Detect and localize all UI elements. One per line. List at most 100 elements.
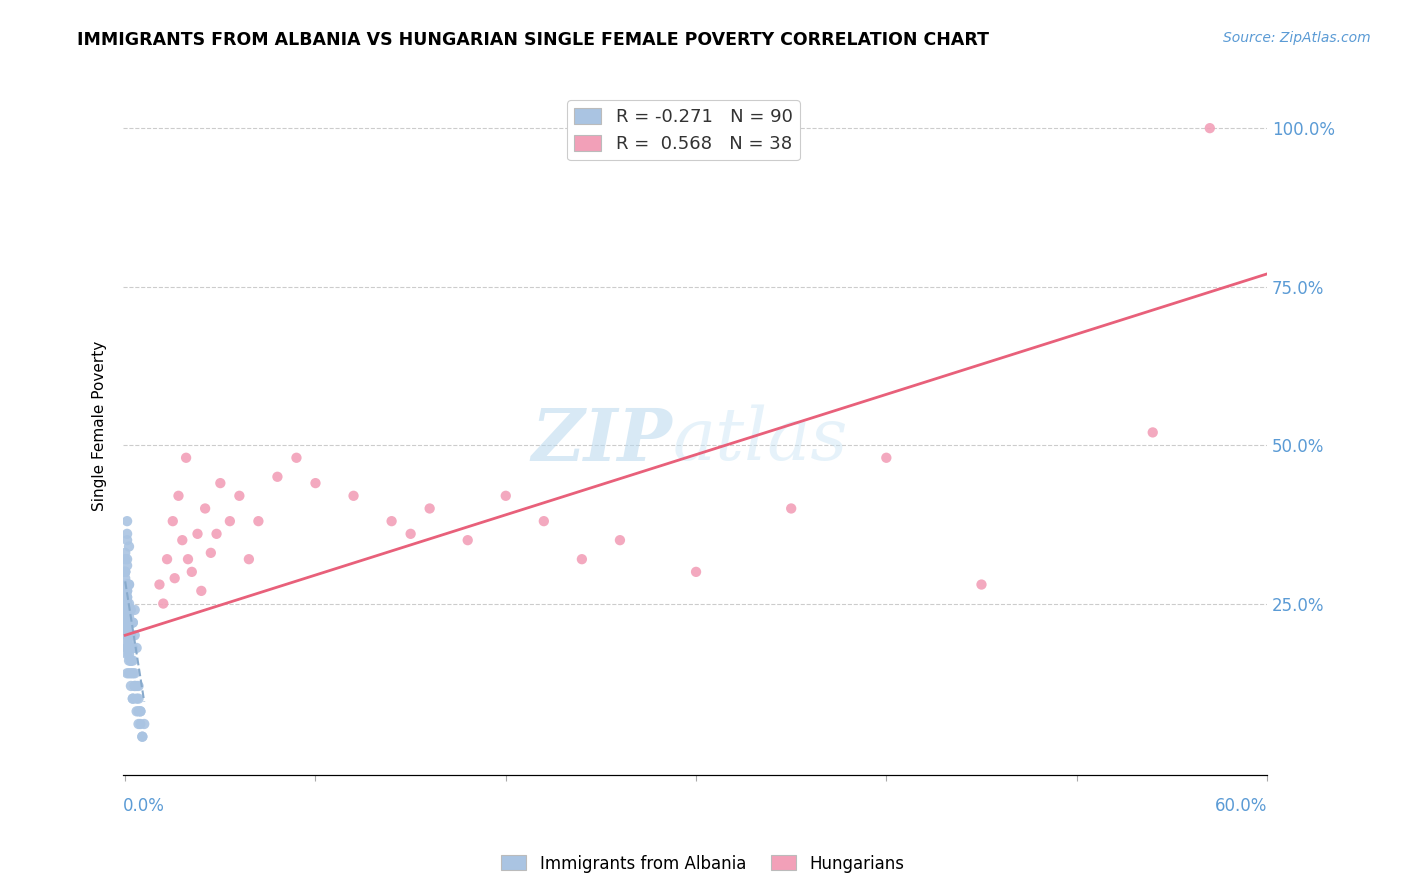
- Point: [124, 603, 146, 617]
- Point: [125, 679, 148, 693]
- Point: [125, 640, 148, 655]
- Legend: R = -0.271   N = 90, R =  0.568   N = 38: R = -0.271 N = 90, R = 0.568 N = 38: [567, 101, 800, 161]
- Point: [342, 489, 364, 503]
- Point: [152, 597, 174, 611]
- Point: [121, 691, 143, 706]
- Point: [121, 615, 143, 630]
- Point: [129, 704, 152, 718]
- Point: [115, 591, 138, 605]
- Point: [115, 533, 138, 548]
- Point: [121, 666, 143, 681]
- Point: [115, 577, 138, 591]
- Point: [114, 571, 136, 585]
- Point: [194, 501, 217, 516]
- Point: [970, 577, 993, 591]
- Point: [304, 476, 326, 491]
- Point: [115, 615, 138, 630]
- Point: [238, 552, 260, 566]
- Point: [134, 717, 156, 731]
- Point: [114, 615, 136, 630]
- Point: [177, 552, 200, 566]
- Point: [381, 514, 404, 528]
- Point: [156, 552, 179, 566]
- Point: [128, 691, 150, 706]
- Point: [162, 514, 184, 528]
- Point: [1198, 121, 1220, 136]
- Point: [118, 654, 141, 668]
- Point: [120, 603, 142, 617]
- Text: 0.0%: 0.0%: [124, 797, 165, 815]
- Point: [118, 628, 141, 642]
- Point: [118, 647, 141, 661]
- Point: [571, 552, 593, 566]
- Point: [399, 526, 422, 541]
- Point: [115, 615, 138, 630]
- Point: [114, 603, 136, 617]
- Point: [115, 628, 138, 642]
- Point: [121, 615, 143, 630]
- Point: [247, 514, 270, 528]
- Point: [115, 577, 138, 591]
- Point: [457, 533, 479, 548]
- Point: [115, 526, 138, 541]
- Point: [115, 558, 138, 573]
- Point: [118, 634, 141, 648]
- Point: [180, 565, 202, 579]
- Point: [118, 577, 141, 591]
- Point: [205, 526, 228, 541]
- Point: [115, 615, 138, 630]
- Point: [115, 647, 138, 661]
- Point: [128, 717, 150, 731]
- Point: [495, 489, 517, 503]
- Point: [167, 489, 190, 503]
- Text: 60.0%: 60.0%: [1215, 797, 1267, 815]
- Point: [115, 591, 138, 605]
- Point: [609, 533, 631, 548]
- Point: [114, 597, 136, 611]
- Point: [115, 640, 138, 655]
- Point: [115, 622, 138, 636]
- Point: [115, 552, 138, 566]
- Point: [120, 628, 142, 642]
- Point: [121, 640, 143, 655]
- Legend: Immigrants from Albania, Hungarians: Immigrants from Albania, Hungarians: [495, 848, 911, 880]
- Point: [121, 640, 143, 655]
- Point: [115, 583, 138, 598]
- Point: [115, 666, 138, 681]
- Point: [120, 654, 142, 668]
- Point: [148, 577, 170, 591]
- Point: [118, 615, 141, 630]
- Point: [121, 691, 143, 706]
- Point: [200, 546, 222, 560]
- Point: [124, 628, 146, 642]
- Point: [190, 583, 212, 598]
- Point: [118, 640, 141, 655]
- Point: [115, 597, 138, 611]
- Point: [218, 514, 240, 528]
- Point: [124, 679, 146, 693]
- Point: [875, 450, 897, 465]
- Point: [125, 691, 148, 706]
- Point: [131, 730, 153, 744]
- Point: [120, 654, 142, 668]
- Point: [115, 583, 138, 598]
- Point: [118, 666, 141, 681]
- Point: [125, 704, 148, 718]
- Point: [163, 571, 186, 585]
- Point: [120, 679, 142, 693]
- Y-axis label: Single Female Poverty: Single Female Poverty: [93, 341, 107, 511]
- Point: [114, 565, 136, 579]
- Point: [114, 603, 136, 617]
- Point: [114, 565, 136, 579]
- Point: [128, 679, 150, 693]
- Point: [118, 577, 141, 591]
- Point: [174, 450, 197, 465]
- Point: [121, 654, 143, 668]
- Text: atlas: atlas: [672, 405, 848, 475]
- Point: [114, 565, 136, 579]
- Point: [115, 609, 138, 624]
- Point: [115, 597, 138, 611]
- Point: [419, 501, 441, 516]
- Point: [115, 640, 138, 655]
- Point: [172, 533, 194, 548]
